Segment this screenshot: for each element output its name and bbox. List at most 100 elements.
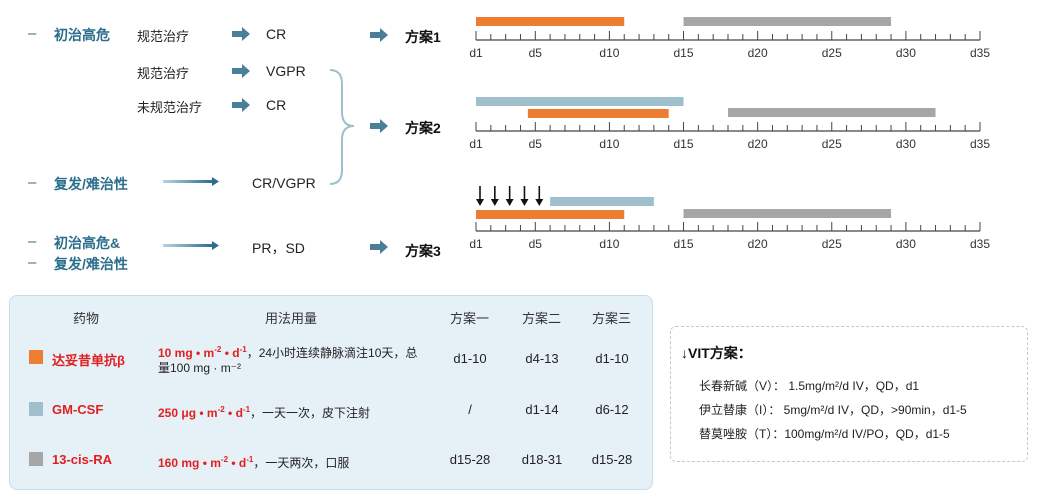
schedule-cell: d15-28 — [591, 452, 633, 467]
response-cr: CR — [266, 97, 287, 113]
vit-title: ↓VIT方案： — [681, 345, 752, 361]
schedule-cell: d1-10 — [595, 351, 629, 366]
flow-arrow-icon — [370, 28, 388, 42]
color-swatch — [29, 452, 43, 466]
flow-arrow-icon — [232, 98, 250, 112]
category-relapsed-refractory: 复发/难治性 — [54, 176, 128, 192]
drug-table-panel: 药物 用法用量 方案一 方案二 方案三 达妥昔单抗β 10 mg • m-2 •… — [9, 295, 653, 490]
dose-text: 10 mg • m-2 • d-1，24小时连续静脉滴注10天，总量100 mg… — [158, 345, 418, 375]
axis-tick-label: d10 — [599, 46, 619, 60]
axis-tick-label: d25 — [822, 137, 842, 151]
axis-tick-label: d35 — [970, 46, 990, 60]
drug-name: 达妥昔单抗β — [52, 353, 125, 368]
axis-tick-label: d5 — [529, 237, 543, 251]
arrow-head — [520, 199, 529, 206]
bar-dinutuximab — [476, 210, 625, 219]
vit-drug-line: 长春新碱（V）： 1.5mg/m²/d IV，QD，d1 — [699, 379, 920, 393]
grouping-brace — [329, 69, 355, 185]
plan-2-label: 方案2 — [405, 120, 441, 136]
response-cr: CR — [266, 26, 287, 42]
flow-arrow-icon — [370, 119, 388, 133]
drug-name: 13-cis-RA — [52, 452, 112, 467]
schedule-cell: d6-12 — [595, 402, 629, 417]
axis-tick-label: d10 — [599, 137, 619, 151]
header-plan-3: 方案三 — [592, 311, 632, 326]
plan-1-label: 方案1 — [405, 29, 441, 45]
response-vgpr: VGPR — [266, 63, 306, 79]
schedule-cell: d1-10 — [453, 351, 487, 366]
vit-regimen-box: ↓VIT方案： 长春新碱（V）： 1.5mg/m²/d IV，QD，d1 伊立替… — [670, 326, 1028, 462]
bar-cis_ra — [683, 17, 892, 26]
axis-tick-label: d1 — [469, 137, 483, 151]
axis-tick-label: d25 — [822, 46, 842, 60]
category-newly-high-risk: 初治高危 — [54, 27, 110, 43]
axis-tick-label: d25 — [822, 237, 842, 251]
bar-gmcsf — [550, 197, 654, 206]
axis-tick-label: d20 — [748, 137, 768, 151]
bullet: – — [28, 254, 37, 271]
vit-drug-line: 伊立替康（I）： 5mg/m²/d IV，QD，>90min，d1-5 — [699, 403, 967, 417]
axis-tick-label: d30 — [896, 137, 916, 151]
bar-cis_ra — [683, 209, 892, 218]
plan-3-label: 方案3 — [405, 243, 441, 259]
axis-tick-label: d30 — [896, 46, 916, 60]
flow-arrow-icon — [232, 27, 250, 41]
axis-tick-label: d5 — [529, 137, 543, 151]
axis-tick-label: d30 — [896, 237, 916, 251]
axis-tick-label: d10 — [599, 237, 619, 251]
step-standard-treatment: 规范治疗 — [137, 29, 190, 44]
header-plan-1: 方案一 — [450, 311, 490, 326]
bar-gmcsf — [476, 97, 684, 106]
vit-dose-arrow — [520, 186, 529, 206]
drug-name: GM-CSF — [52, 402, 104, 417]
axis-tick-label: d15 — [674, 46, 694, 60]
header-drug: 药物 — [73, 311, 100, 326]
response-cr-vgpr: CR/VGPR — [252, 175, 316, 191]
bar-cis_ra — [728, 108, 936, 117]
arrow-head — [476, 199, 484, 206]
flow-arrow-icon — [232, 64, 250, 78]
axis-tick-label: d1 — [469, 237, 483, 251]
long-arrow-icon — [163, 241, 219, 250]
flow-arrow-icon — [370, 240, 388, 254]
bullet: – — [28, 233, 37, 250]
regimen-diagram: d1 d5 d10 d15 d20 d25 d30 d35 d1 d5 d10 d15 d20 d25 d… — [163, 17, 990, 254]
color-swatch — [29, 402, 43, 416]
schedule-cell: d15-28 — [449, 452, 491, 467]
bullet: – — [28, 174, 37, 191]
category-newly-high-risk-and: 初治高危& — [54, 235, 121, 251]
axis-tick-label: d1 — [469, 46, 483, 60]
vit-dose-arrow — [490, 186, 499, 206]
header-plan-2: 方案二 — [522, 311, 562, 326]
arrow-head — [490, 199, 499, 206]
schedule-cell: / — [468, 402, 472, 417]
axis-tick-label: d5 — [529, 46, 543, 60]
vit-drug-line: 替莫唑胺（T）：100mg/m²/d IV/PO，QD，d1-5 — [699, 427, 950, 441]
vit-dose-arrow — [476, 186, 484, 206]
axis-tick-label: d15 — [674, 137, 694, 151]
schedule-cell: d4-13 — [525, 351, 559, 366]
axis-tick-label: d15 — [674, 237, 694, 251]
down-arrow-icon: ↓ — [681, 345, 688, 361]
bullet: – — [28, 25, 37, 42]
response-pr-sd: PR，SD — [252, 240, 305, 256]
schedule-cell: d18-31 — [521, 452, 563, 467]
dose-text: 250 μg • m-2 • d-1，一天一次，皮下注射 — [158, 405, 371, 420]
arrow-head — [505, 199, 514, 206]
step-non-standard-treatment: 未规范治疗 — [137, 100, 203, 115]
vit-dose-arrow — [505, 186, 514, 206]
bar-dinutuximab — [476, 17, 625, 26]
timeline-plan-2: d1 d5 d10 d15 d20 d25 d30 d35 — [469, 97, 990, 151]
vit-dose-arrow — [535, 186, 544, 206]
header-dose: 用法用量 — [265, 311, 318, 326]
arrow-head — [535, 199, 544, 206]
long-arrow-icon — [163, 177, 219, 186]
axis-tick-label: d20 — [748, 46, 768, 60]
bar-dinutuximab — [527, 109, 669, 118]
color-swatch — [29, 350, 43, 364]
category-relapsed-refractory: 复发/难治性 — [54, 256, 128, 272]
step-standard-treatment: 规范治疗 — [137, 66, 190, 81]
axis-tick-label: d20 — [748, 237, 768, 251]
timeline-plan-1: d1 d5 d10 d15 d20 d25 d30 d35 — [469, 17, 990, 60]
timeline-plan-3: d1 d5 d10 d15 d20 d25 d30 d35 — [469, 186, 990, 251]
